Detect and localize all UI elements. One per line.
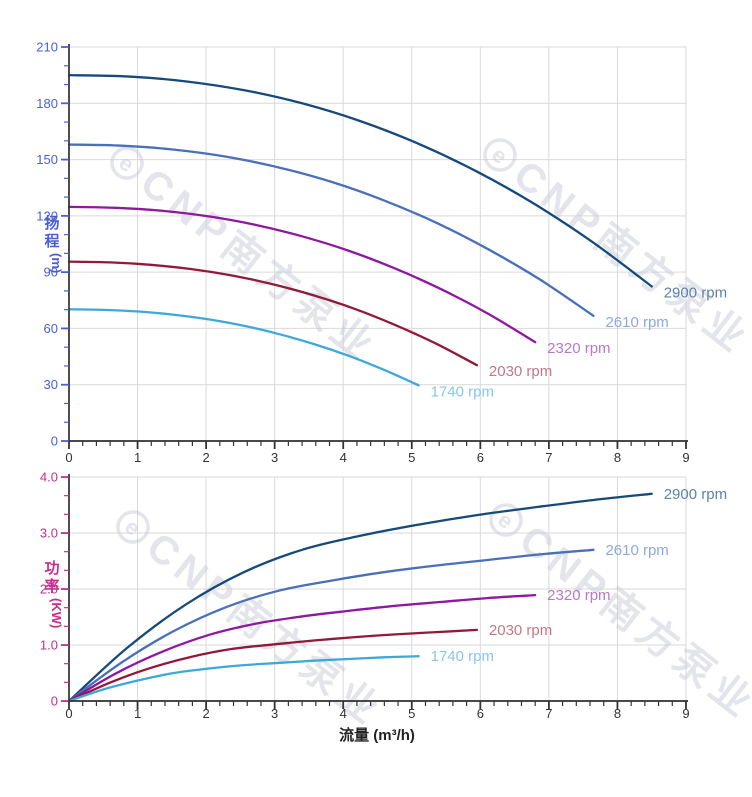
watermark-text: CNP南方泵业 [505,152,752,363]
curve-head-vs-flow-2900-rpm [67,73,653,288]
curve-power-vs-flow-2030-rpm [67,628,479,703]
curve-label-head-vs-flow-2320-rpm: 2320 rpm [547,340,610,357]
svg-text:0: 0 [51,434,58,449]
watermark-logo-icon [483,138,517,172]
curve-head-vs-flow-2320-rpm [67,205,537,344]
svg-text:60: 60 [44,321,58,336]
svg-text:30: 30 [44,377,58,392]
svg-text:2: 2 [202,706,209,721]
power-vs-flow-y-axis: 0 1.0 2.0 3.0 4.0 [40,470,69,709]
svg-text:3: 3 [271,706,278,721]
svg-text:0: 0 [65,450,72,465]
curve-power-vs-flow-2610-rpm [67,548,595,703]
curve-label-power-vs-flow-2030-rpm: 2030 rpm [489,622,552,639]
watermark-logo-icon [489,503,523,537]
svg-text:程: 程 [44,233,59,250]
curve-label-head-vs-flow-2030-rpm: 2030 rpm [489,363,552,380]
svg-text:2.0: 2.0 [40,582,58,597]
curve-label-head-vs-flow-2610-rpm: 2610 rpm [605,314,668,331]
x-axis-title: 流量 (m³/h) [339,726,415,744]
head-vs-flow-axes [68,44,688,442]
curve-head-vs-flow-1740-rpm [67,308,420,387]
svg-text:0: 0 [65,706,72,721]
svg-text:1: 1 [134,706,141,721]
svg-text:扬: 扬 [44,214,59,232]
head-vs-flow-curve-labels: 2900 rpm 2610 rpm 2320 rpm 2030 rpm 1740 rpm [431,284,727,400]
svg-text:(m): (m) [49,253,64,273]
svg-text:0: 0 [51,694,58,709]
curve-head-vs-flow-2610-rpm [67,143,595,318]
svg-text:7: 7 [545,450,552,465]
curve-label-power-vs-flow-2320-rpm: 2320 rpm [547,587,610,604]
power-vs-flow-y-axis-title: 功率 (KW) [44,560,64,628]
head-vs-flow-x-axis: 0 1 2 3 4 5 6 7 8 9 [65,441,690,465]
curve-label-head-vs-flow-2900-rpm: 2900 rpm [664,284,727,301]
svg-text:9: 9 [682,706,689,721]
head-vs-flow-y-axis: 0 30 60 90 120 150 180 210 [36,40,69,449]
svg-text:4: 4 [340,450,347,465]
watermark-logo-icon [116,510,150,544]
svg-text:3.0: 3.0 [40,526,58,541]
svg-text:8: 8 [614,450,621,465]
svg-text:5: 5 [408,450,415,465]
curve-label-head-vs-flow-1740-rpm: 1740 rpm [431,383,494,400]
watermark-logo-icon [110,146,144,180]
svg-text:6: 6 [477,706,484,721]
curve-label-power-vs-flow-2900-rpm: 2900 rpm [664,486,727,503]
curve-power-vs-flow-2320-rpm [67,594,537,703]
svg-text:功: 功 [44,560,59,577]
svg-text:4: 4 [340,706,347,721]
svg-text:1.0: 1.0 [40,638,58,653]
head-vs-flow-y-axis-title: 扬程 (m) [44,214,64,273]
curve-label-power-vs-flow-1740-rpm: 1740 rpm [431,648,494,665]
svg-text:120: 120 [36,208,58,223]
svg-text:2: 2 [202,450,209,465]
curve-head-vs-flow-2030-rpm [67,260,479,367]
svg-text:210: 210 [36,40,58,55]
head-vs-flow-curves [67,73,653,387]
curve-power-vs-flow-1740-rpm [67,655,420,703]
curve-power-vs-flow-2900-rpm [67,492,653,703]
svg-text:180: 180 [36,96,58,111]
svg-text:8: 8 [614,706,621,721]
svg-text:(KW): (KW) [49,598,64,628]
svg-text:7: 7 [545,706,552,721]
svg-text:90: 90 [44,265,58,280]
power-vs-flow-grid [69,476,687,701]
power-vs-flow-curves [67,492,653,703]
svg-text:4.0: 4.0 [40,470,58,485]
svg-text:率: 率 [44,577,59,595]
svg-text:9: 9 [682,450,689,465]
power-vs-flow-curve-labels: 2900 rpm 2610 rpm 2320 rpm 2030 rpm 1740 rpm [431,486,727,665]
svg-text:6: 6 [477,450,484,465]
svg-text:150: 150 [36,152,58,167]
svg-text:1: 1 [134,450,141,465]
curve-label-power-vs-flow-2610-rpm: 2610 rpm [605,542,668,559]
svg-text:5: 5 [408,706,415,721]
svg-text:3: 3 [271,450,278,465]
power-vs-flow-x-axis: 0 1 2 3 4 5 6 7 8 9 [65,701,690,721]
